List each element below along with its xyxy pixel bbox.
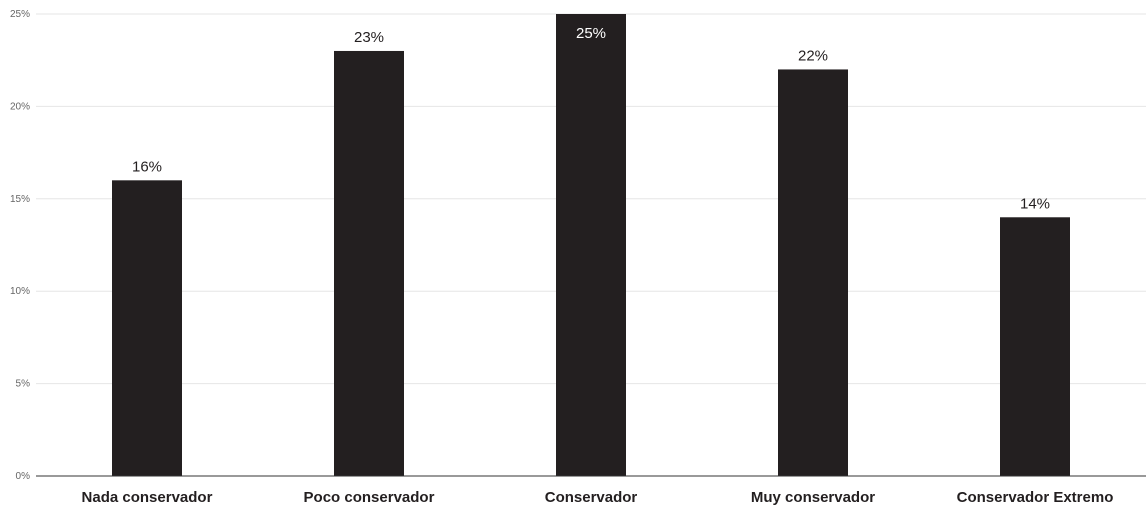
y-tick-label: 15% <box>10 194 30 205</box>
y-axis-ticks: 0% 5% 10% 15% 20% 25% <box>10 9 30 482</box>
x-category-label: Conservador <box>545 489 638 506</box>
bar-value-label: 22% <box>798 47 828 64</box>
data-labels-layer: 16% 23% 25% 22% 14% <box>132 25 1050 212</box>
x-axis-categories: Nada conservador Poco conservador Conserva… <box>82 489 1114 506</box>
x-category-label: Nada conservador <box>82 489 213 506</box>
bar <box>334 50 404 477</box>
x-category-label: Poco conservador <box>304 489 435 506</box>
bar-value-label: 14% <box>1020 195 1050 212</box>
x-category-label: Muy conservador <box>751 489 875 506</box>
x-category-label: Conservador Extremo <box>957 489 1114 506</box>
y-tick-label: 10% <box>10 286 30 297</box>
y-tick-label: 25% <box>10 9 30 20</box>
y-tick-label: 20% <box>10 101 30 112</box>
bar <box>778 69 848 476</box>
y-tick-label: 5% <box>16 379 31 390</box>
bar-value-label: 16% <box>132 158 162 175</box>
bar <box>112 180 182 476</box>
bar <box>556 14 626 476</box>
y-tick-label: 0% <box>16 471 31 482</box>
bar <box>1000 217 1070 476</box>
bars-layer <box>112 14 1070 477</box>
bar-value-label: 25% <box>576 25 606 42</box>
bar-value-label: 23% <box>354 29 384 46</box>
